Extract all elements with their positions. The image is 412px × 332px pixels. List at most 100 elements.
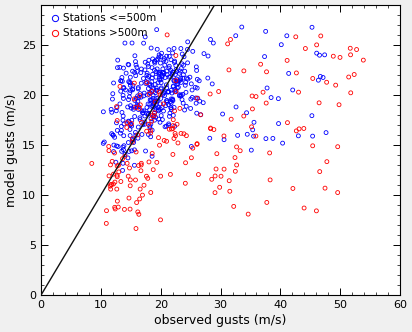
Point [178, 80, 185, 85]
Point [157, 217, 164, 222]
Point [170, 70, 176, 75]
Point [138, 162, 145, 168]
Point [120, 86, 127, 91]
Point [200, 100, 206, 105]
Point [127, 122, 134, 127]
Point [219, 111, 226, 117]
Point [146, 92, 152, 97]
Point [113, 143, 120, 149]
Point [286, 71, 292, 76]
Point [226, 178, 232, 183]
Point [293, 34, 299, 40]
Point [180, 101, 187, 106]
Point [295, 133, 302, 138]
Point [161, 93, 168, 98]
Point [141, 113, 148, 119]
Point [168, 101, 174, 106]
Point [172, 133, 179, 138]
Point [179, 92, 186, 97]
Point [157, 120, 164, 125]
Point [173, 78, 179, 83]
Point [129, 118, 135, 123]
Point [145, 74, 152, 79]
Point [150, 96, 156, 101]
Point [187, 106, 194, 111]
Point [172, 89, 178, 95]
Point [144, 80, 150, 85]
Point [233, 162, 240, 168]
Point [275, 96, 282, 101]
Legend: Stations <=500m, Stations >500m: Stations <=500m, Stations >500m [46, 10, 159, 42]
Point [157, 101, 164, 107]
Point [146, 90, 153, 95]
Point [205, 53, 211, 59]
Point [168, 126, 175, 132]
Point [142, 148, 149, 154]
Point [193, 111, 200, 116]
Point [159, 70, 166, 75]
Point [171, 124, 178, 129]
Point [151, 113, 157, 118]
Point [110, 171, 117, 177]
Point [197, 112, 204, 118]
Point [151, 118, 158, 123]
Point [157, 60, 164, 66]
Point [126, 94, 133, 100]
Point [268, 95, 274, 100]
Point [212, 190, 218, 195]
Point [110, 149, 117, 154]
Point [132, 73, 139, 78]
Point [234, 133, 241, 138]
Point [131, 70, 138, 75]
Point [130, 140, 137, 145]
Point [194, 141, 200, 146]
Point [132, 59, 139, 64]
Point [137, 91, 143, 96]
Point [148, 119, 155, 124]
Point [320, 75, 326, 80]
Point [121, 143, 127, 148]
Point [138, 95, 144, 100]
Point [243, 110, 250, 116]
Point [115, 144, 122, 149]
Point [176, 71, 183, 76]
Point [169, 96, 176, 102]
Point [207, 91, 213, 97]
Point [133, 149, 139, 155]
Point [119, 161, 126, 166]
Point [208, 177, 215, 182]
Point [283, 33, 290, 39]
Point [127, 122, 134, 127]
Point [131, 114, 138, 119]
Point [164, 100, 170, 105]
Point [129, 86, 136, 92]
Point [261, 54, 268, 59]
Point [351, 72, 358, 77]
Point [148, 79, 155, 84]
Point [173, 63, 179, 68]
Point [140, 76, 147, 81]
Point [183, 75, 190, 81]
Point [152, 74, 159, 80]
Point [135, 107, 142, 112]
Point [215, 89, 222, 94]
Point [193, 68, 200, 73]
Point [117, 130, 124, 136]
Point [144, 71, 150, 76]
Point [113, 120, 120, 125]
Point [194, 85, 201, 91]
Point [180, 75, 186, 81]
Point [157, 96, 164, 101]
Point [159, 117, 166, 122]
Point [134, 93, 141, 99]
Point [221, 137, 227, 142]
Point [117, 89, 124, 94]
Point [157, 92, 163, 97]
Point [159, 74, 165, 80]
Point [138, 161, 145, 166]
Point [182, 181, 189, 186]
Point [169, 50, 176, 56]
Point [103, 208, 110, 213]
Point [178, 93, 184, 99]
Point [147, 130, 154, 135]
